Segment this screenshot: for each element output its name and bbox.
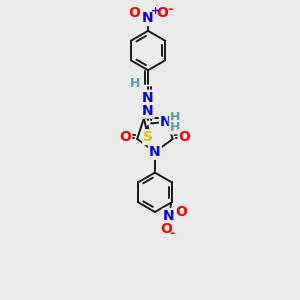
Text: O: O	[160, 222, 172, 236]
Text: O: O	[156, 6, 168, 20]
Text: -: -	[169, 227, 175, 240]
Text: O: O	[119, 130, 131, 144]
Text: N: N	[142, 103, 154, 118]
Text: O: O	[175, 205, 187, 219]
Text: H: H	[169, 111, 180, 124]
Text: N: N	[142, 11, 154, 25]
Text: -: -	[167, 3, 172, 16]
Text: H: H	[130, 76, 140, 89]
Text: O: O	[128, 6, 140, 20]
Text: N: N	[142, 91, 154, 105]
Text: +: +	[172, 208, 182, 218]
Text: N: N	[160, 116, 172, 129]
Text: N: N	[163, 209, 175, 223]
Text: H: H	[169, 121, 180, 134]
Text: O: O	[178, 130, 190, 144]
Text: N: N	[149, 145, 161, 159]
Text: +: +	[151, 6, 160, 16]
Text: S: S	[143, 130, 153, 144]
